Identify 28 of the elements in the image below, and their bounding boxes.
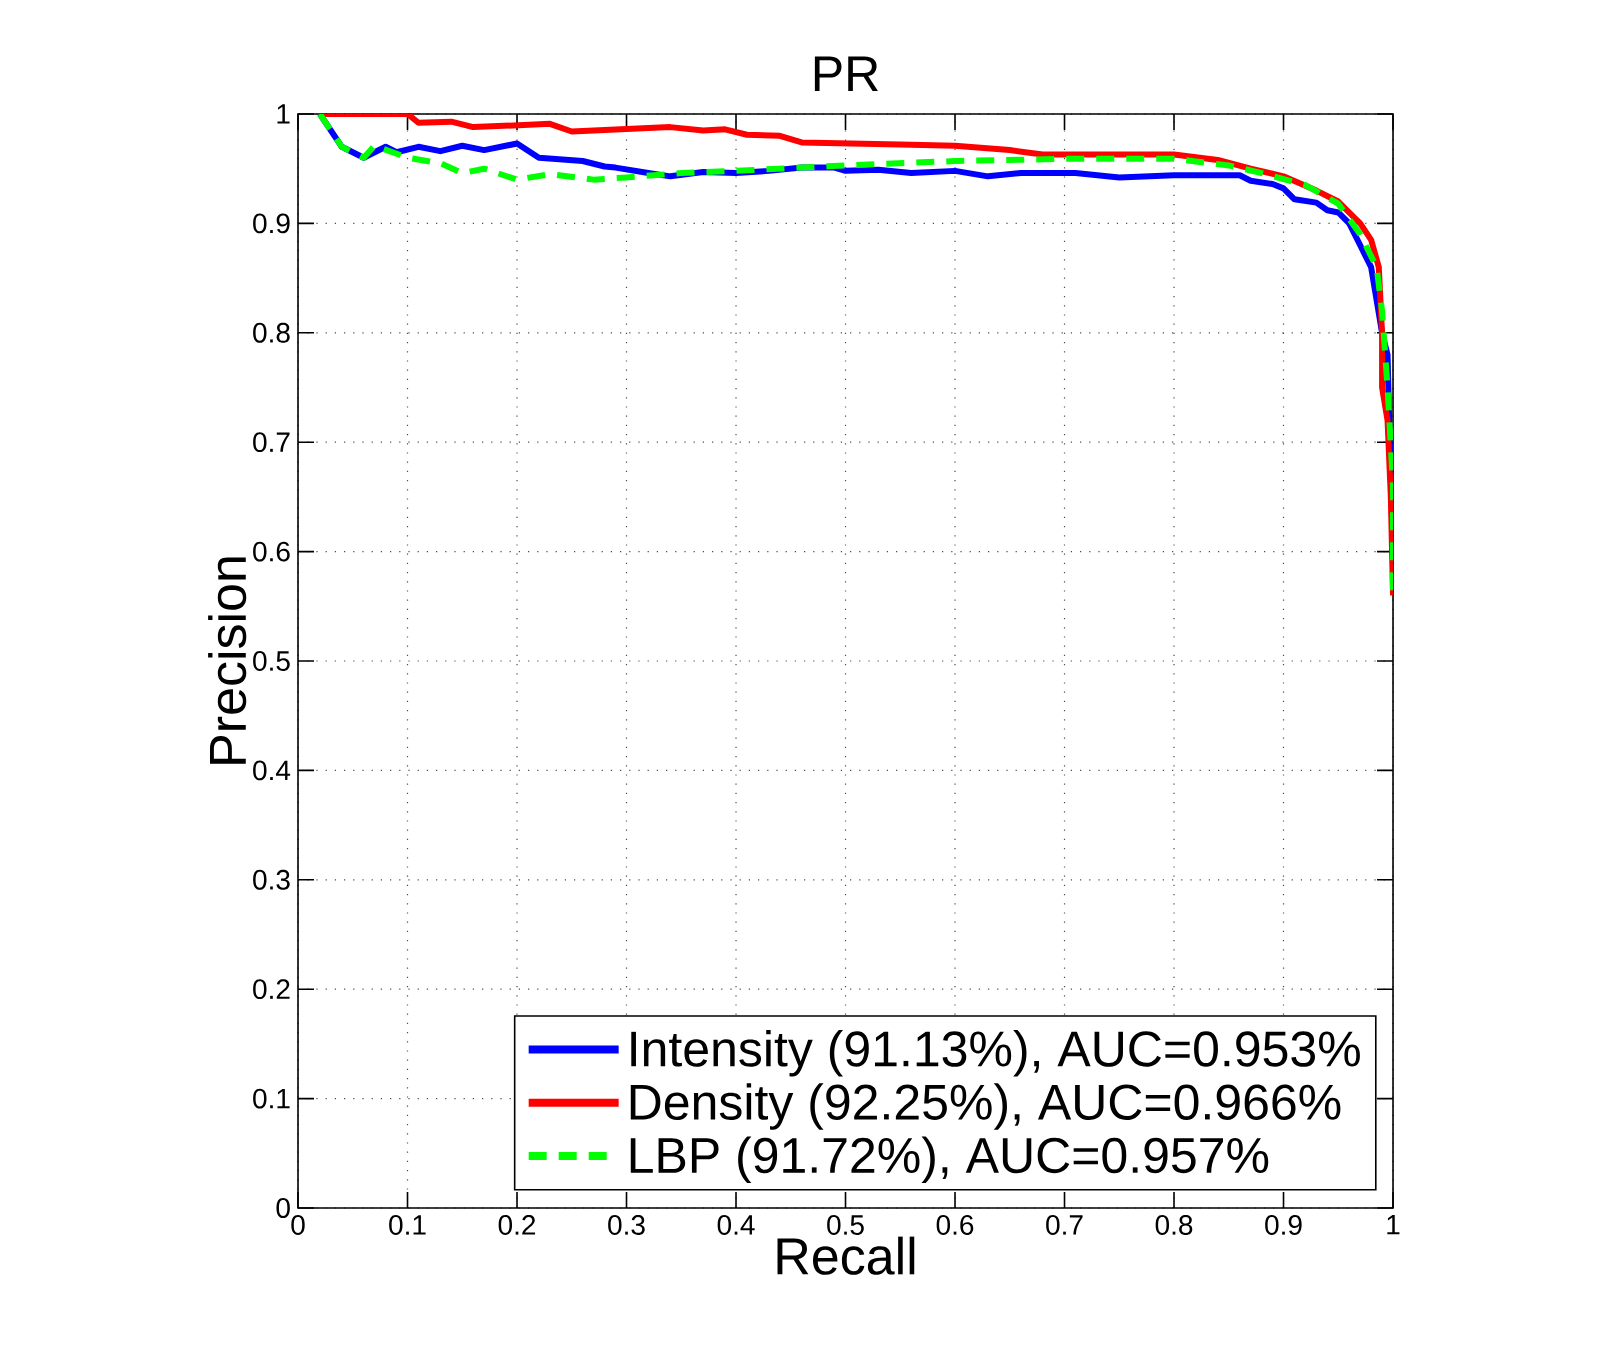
x-tick-label: 1 <box>1387 1215 1400 1235</box>
x-tick-label: 0.3 <box>608 1215 645 1235</box>
y-tick-label: 0.4 <box>253 760 291 781</box>
y-tick-label: 0.8 <box>253 322 290 343</box>
x-tick-label: 0.4 <box>717 1215 755 1235</box>
y-tick-label: 0 <box>276 1198 290 1218</box>
legend-label: LBP (91.72%), AUC=0.957% <box>630 1136 1269 1184</box>
x-tick-label: 0.7 <box>1046 1215 1083 1235</box>
x-tick-label: 0.6 <box>936 1215 974 1235</box>
y-tick-label: 0.1 <box>253 1088 290 1109</box>
x-tick-label: 0.2 <box>498 1215 536 1235</box>
y-tick-label: 0.2 <box>253 979 290 1000</box>
y-tick-label: 1 <box>277 104 290 124</box>
x-axis-title: Recall <box>777 1236 915 1275</box>
legend-label: Intensity (91.13%), AUC=0.953% <box>631 1030 1360 1077</box>
x-tick-label: 0.5 <box>827 1215 864 1235</box>
x-tick-label: 0 <box>291 1215 305 1235</box>
x-tick-label: 0.1 <box>389 1215 426 1235</box>
y-tick-label: 0.9 <box>253 213 290 234</box>
y-tick-label: 0.7 <box>253 432 290 453</box>
x-tick-label: 0.9 <box>1265 1215 1302 1235</box>
x-tick-label: 0.8 <box>1155 1215 1193 1235</box>
y-axis-title: Precision <box>208 557 247 764</box>
y-tick-label: 0.3 <box>253 869 290 890</box>
y-tick-label: 0.5 <box>253 651 290 671</box>
chart-title: PR <box>814 56 878 91</box>
legend-label: Density (92.25%), AUC=0.966% <box>630 1083 1341 1130</box>
y-tick-label: 0.6 <box>253 541 290 562</box>
